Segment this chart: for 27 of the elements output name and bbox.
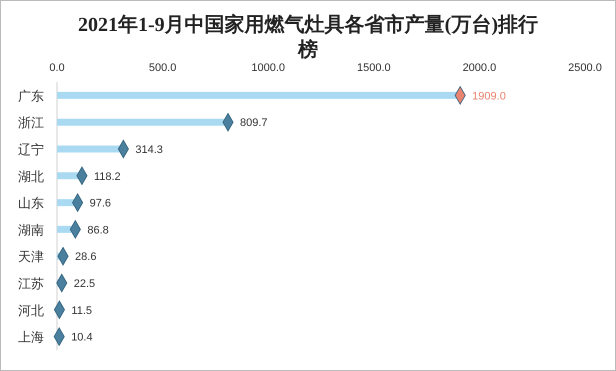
- x-tick-label: 2000.0: [462, 62, 496, 74]
- x-tick-label: 2500.0: [568, 62, 602, 74]
- data-label: 10.4: [71, 332, 93, 344]
- data-label: 86.8: [87, 224, 109, 236]
- data-label: 28.6: [75, 251, 96, 264]
- y-tick-label: 浙江: [18, 115, 44, 130]
- y-tick-label: 湖南: [18, 222, 44, 238]
- y-tick-label: 江苏: [18, 276, 44, 291]
- data-label: 809.7: [240, 117, 268, 130]
- x-tick-label: 0.0: [49, 62, 65, 74]
- y-tick-label: 河北: [18, 302, 44, 318]
- data-label: 11.5: [71, 304, 92, 317]
- y-tick-label: 湖北: [18, 168, 44, 184]
- x-tick-label: 1500.0: [356, 62, 391, 74]
- data-label: 97.6: [90, 198, 112, 210]
- y-tick-label: 天津: [18, 249, 44, 264]
- data-label: 314.3: [135, 144, 163, 156]
- y-tick-label: 山东: [18, 196, 44, 211]
- y-tick-label: 上海: [18, 330, 44, 345]
- data-label: 1909.0: [472, 90, 506, 102]
- x-tick-label: 500.0: [148, 62, 176, 74]
- x-tick-label: 1000.0: [251, 62, 286, 74]
- data-label: 118.2: [94, 170, 121, 183]
- y-tick-label: 广东: [18, 88, 44, 104]
- data-label: 22.5: [74, 278, 96, 290]
- chart-title: 2021年1-9月中国家用燃气灶具各省市产量(万台)排行榜: [78, 13, 538, 61]
- y-tick-label: 辽宁: [18, 142, 44, 157]
